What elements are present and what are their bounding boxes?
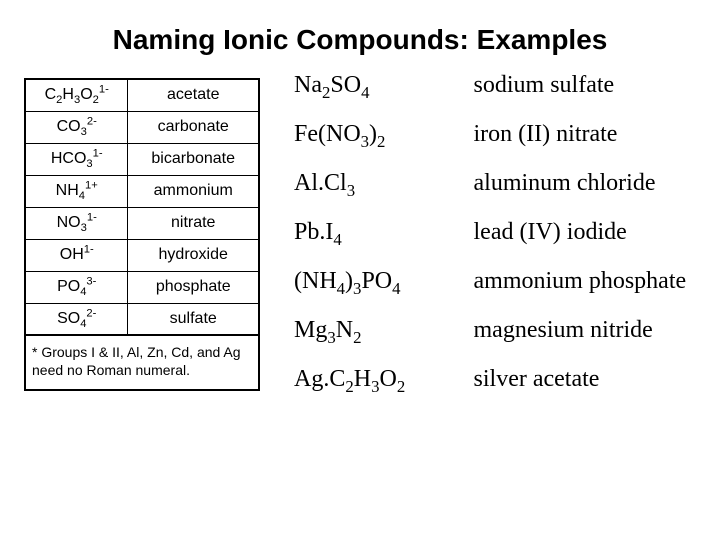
ion-name: hydroxide	[128, 239, 259, 271]
page-title: Naming Ionic Compounds: Examples	[24, 24, 696, 56]
ion-name: phosphate	[128, 271, 259, 303]
compound-name: aluminum chloride	[468, 160, 696, 209]
compound-name: magnesium nitride	[468, 307, 696, 356]
ion-name: carbonate	[128, 111, 259, 143]
compound-name: ammonium phosphate	[468, 258, 696, 307]
table-row: Pb.I4lead (IV) iodide	[288, 209, 696, 258]
table-row: NO31-nitrate	[25, 207, 259, 239]
ion-name: sulfate	[128, 303, 259, 335]
ion-formula: HCO31-	[25, 143, 128, 175]
ion-formula: CO32-	[25, 111, 128, 143]
ion-formula: NH41+	[25, 175, 128, 207]
table-row: (NH4)3PO4ammonium phosphate	[288, 258, 696, 307]
table-row: Mg3N2magnesium nitride	[288, 307, 696, 356]
slide: Naming Ionic Compounds: Examples C2H3O21…	[0, 0, 720, 540]
compound-formula: Mg3N2	[288, 307, 468, 356]
compound-name: silver acetate	[468, 356, 696, 405]
compound-formula: Pb.I4	[288, 209, 468, 258]
left-column: C2H3O21-acetateCO32-carbonateHCO31-bicar…	[24, 78, 260, 391]
ion-name: bicarbonate	[128, 143, 259, 175]
examples-table: Na2SO4sodium sulfateFe(NO3)2iron (II) ni…	[288, 62, 696, 405]
content-row: C2H3O21-acetateCO32-carbonateHCO31-bicar…	[24, 78, 696, 405]
table-row: PO43-phosphate	[25, 271, 259, 303]
table-row: C2H3O21-acetate	[25, 79, 259, 111]
ion-formula: SO42-	[25, 303, 128, 335]
compound-formula: Ag.C2H3O2	[288, 356, 468, 405]
compound-name: iron (II) nitrate	[468, 111, 696, 160]
compound-formula: Al.Cl3	[288, 160, 468, 209]
ions-table: C2H3O21-acetateCO32-carbonateHCO31-bicar…	[24, 78, 260, 336]
ions-table-body: C2H3O21-acetateCO32-carbonateHCO31-bicar…	[25, 79, 259, 335]
compound-formula: Na2SO4	[288, 62, 468, 111]
ion-name: ammonium	[128, 175, 259, 207]
table-row: HCO31-bicarbonate	[25, 143, 259, 175]
table-row: Fe(NO3)2iron (II) nitrate	[288, 111, 696, 160]
compound-name: sodium sulfate	[468, 62, 696, 111]
footnote: * Groups I & II, Al, Zn, Cd, and Ag need…	[24, 336, 260, 391]
ion-name: nitrate	[128, 207, 259, 239]
ion-name: acetate	[128, 79, 259, 111]
compound-formula: Fe(NO3)2	[288, 111, 468, 160]
table-row: CO32-carbonate	[25, 111, 259, 143]
table-row: Al.Cl3aluminum chloride	[288, 160, 696, 209]
compound-name: lead (IV) iodide	[468, 209, 696, 258]
table-row: Na2SO4sodium sulfate	[288, 62, 696, 111]
right-column: Na2SO4sodium sulfateFe(NO3)2iron (II) ni…	[260, 78, 696, 405]
ion-formula: C2H3O21-	[25, 79, 128, 111]
ion-formula: OH1-	[25, 239, 128, 271]
compound-formula: (NH4)3PO4	[288, 258, 468, 307]
ion-formula: NO31-	[25, 207, 128, 239]
table-row: Ag.C2H3O2silver acetate	[288, 356, 696, 405]
table-row: OH1-hydroxide	[25, 239, 259, 271]
table-row: SO42-sulfate	[25, 303, 259, 335]
ion-formula: PO43-	[25, 271, 128, 303]
examples-table-body: Na2SO4sodium sulfateFe(NO3)2iron (II) ni…	[288, 62, 696, 405]
table-row: NH41+ammonium	[25, 175, 259, 207]
